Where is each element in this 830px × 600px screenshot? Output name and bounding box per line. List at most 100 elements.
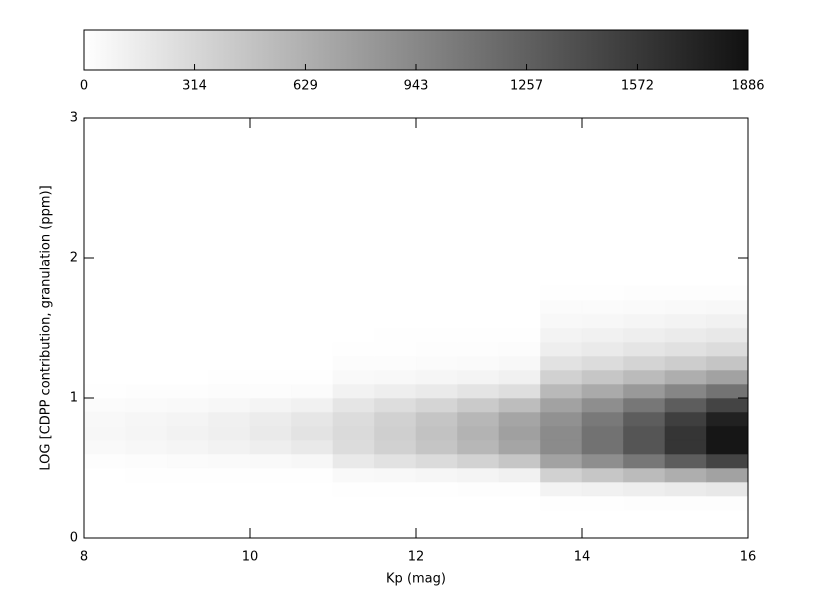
heatmap-cell (332, 425, 375, 441)
heatmap-cell (125, 439, 168, 455)
y-tick-label: 1 (70, 391, 78, 406)
heatmap-cell (623, 481, 666, 497)
heatmap-cell (623, 285, 666, 301)
heatmap-cell (457, 313, 500, 329)
heatmap-cell (457, 495, 500, 511)
heatmap-cell (332, 481, 375, 497)
colorbar-tick-label: 1257 (510, 79, 543, 94)
heatmap-cell (83, 397, 126, 413)
heatmap-cell (498, 411, 541, 427)
heatmap-cell (166, 397, 209, 413)
heatmap-cell (291, 327, 334, 343)
heatmap-cell (540, 299, 583, 315)
heatmap-cell (664, 397, 707, 413)
heatmap-cell (374, 383, 417, 399)
heatmap-cell (706, 453, 749, 469)
heatmap-cell (374, 285, 417, 301)
heatmap-cell (415, 313, 458, 329)
heatmap-cell (374, 495, 417, 511)
x-tick-label: 10 (242, 550, 259, 565)
heatmap-cell (415, 411, 458, 427)
heatmap-cell (291, 285, 334, 301)
heatmap-cell (623, 425, 666, 441)
heatmap-cell (208, 425, 251, 441)
heatmap-cell (374, 467, 417, 483)
heatmap-cell (125, 467, 168, 483)
heatmap-cell (166, 299, 209, 315)
heatmap-cell (332, 411, 375, 427)
colorbar-tick-label: 1572 (621, 79, 654, 94)
heatmap-cell (706, 481, 749, 497)
heatmap-cell (249, 383, 292, 399)
heatmap-cell (332, 285, 375, 301)
colorbar-tick-label: 0 (80, 79, 88, 94)
heatmap-cell (457, 299, 500, 315)
heatmap-cell (498, 355, 541, 371)
heatmap-cell (664, 411, 707, 427)
heatmap-cell (291, 313, 334, 329)
heatmap-cell (498, 495, 541, 511)
heatmap-cell (83, 369, 126, 385)
heatmap-cell (498, 299, 541, 315)
heatmap-cell (332, 299, 375, 315)
heatmap-cell (374, 369, 417, 385)
heatmap-cell (540, 397, 583, 413)
heatmap-cell (332, 467, 375, 483)
heatmap-cell (291, 453, 334, 469)
heatmap-cell (125, 481, 168, 497)
heatmap-cell (706, 355, 749, 371)
heatmap-cell (332, 369, 375, 385)
heatmap-cell (664, 467, 707, 483)
heatmap-cell (125, 495, 168, 511)
heatmap-cell (291, 341, 334, 357)
heatmap-cell (664, 439, 707, 455)
heatmap-cell (581, 327, 624, 343)
heatmap-cell (457, 439, 500, 455)
heatmap-cell (581, 495, 624, 511)
heatmap-cell (249, 313, 292, 329)
heatmap-cell (249, 453, 292, 469)
heatmap-cell (540, 313, 583, 329)
heatmap-cell (457, 397, 500, 413)
heatmap-cell (249, 411, 292, 427)
y-axis-label: LOG [CDPP contribution, granulation (ppm… (39, 185, 54, 470)
heatmap-cell (208, 383, 251, 399)
heatmap-cell (291, 467, 334, 483)
heatmap-cell (332, 313, 375, 329)
heatmap-cell (415, 453, 458, 469)
heatmap-cell (125, 313, 168, 329)
heatmap-cell (208, 411, 251, 427)
heatmap-cell (208, 341, 251, 357)
y-tick-label: 3 (70, 111, 78, 126)
heatmap-cell (83, 467, 126, 483)
heatmap-cell (166, 313, 209, 329)
heatmap-cell (581, 467, 624, 483)
heatmap-cell (581, 313, 624, 329)
heatmap-cell (664, 285, 707, 301)
heatmap-cell (664, 327, 707, 343)
heatmap-cell (623, 299, 666, 315)
heatmap-cell (249, 481, 292, 497)
heatmap-cell (374, 439, 417, 455)
heatmap-cell (457, 369, 500, 385)
heatmap-cell (415, 341, 458, 357)
heatmap-cell (166, 481, 209, 497)
heatmap-cell (623, 453, 666, 469)
heatmap-cell (706, 495, 749, 511)
heatmap-cell (291, 355, 334, 371)
heatmap-cell (83, 495, 126, 511)
heatmap-cell (623, 313, 666, 329)
heatmap-cell (415, 355, 458, 371)
heatmap-cell (540, 369, 583, 385)
heatmap-cell (706, 411, 749, 427)
heatmap-cell (291, 495, 334, 511)
heatmap-cell (623, 495, 666, 511)
heatmap-cell (581, 397, 624, 413)
heatmap-cell (706, 327, 749, 343)
heatmap-cell (83, 439, 126, 455)
x-tick-label: 16 (740, 550, 757, 565)
heatmap-cell (415, 397, 458, 413)
heatmap-cell (291, 369, 334, 385)
heatmap-cell (415, 327, 458, 343)
heatmap-cell (83, 299, 126, 315)
